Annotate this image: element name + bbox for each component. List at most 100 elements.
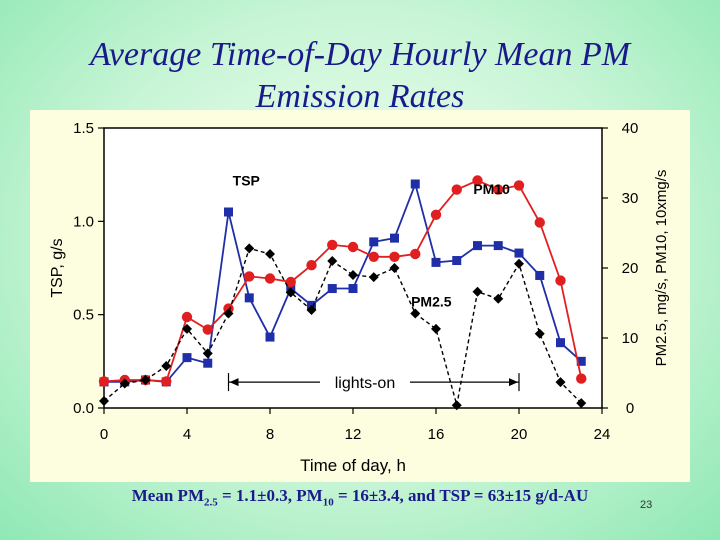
tsp-data-point	[327, 284, 337, 294]
pm25-data-point	[99, 396, 109, 406]
x-tick-label: 16	[428, 426, 445, 443]
footnote-sub-2: 10	[322, 496, 334, 509]
tsp-data-point	[224, 207, 233, 217]
pm25-data-point	[389, 263, 400, 273]
pm25-data-point	[555, 377, 566, 388]
pm25-data-point	[431, 323, 441, 334]
series-label-pm10: PM10	[473, 181, 510, 197]
y-left-tick-label: 1.0	[73, 213, 94, 230]
x-tick-label: 20	[511, 426, 528, 443]
tsp-data-point	[410, 179, 420, 189]
pm10-data-point	[327, 239, 338, 251]
x-tick-label: 8	[266, 426, 274, 443]
pm25-data-point	[223, 308, 234, 319]
tsp-data-point	[535, 270, 545, 280]
x-tick-label: 12	[345, 426, 362, 443]
y-right-tick-label: 20	[622, 260, 639, 277]
pm10-data-point	[98, 376, 110, 387]
pm10-data-point	[285, 276, 296, 288]
footnote-part-3: = 16±3.4, and TSP = 63±15 g/d-AU	[333, 486, 589, 505]
pm25-data-point	[410, 308, 421, 319]
lights-on-arrow-right-head	[509, 378, 518, 387]
pm10-data-point	[389, 251, 400, 262]
tsp-data-point	[348, 284, 358, 294]
x-axis-label: Time of day, h	[300, 456, 406, 475]
pm25-data-point	[327, 256, 338, 266]
x-tick-label: 4	[183, 426, 191, 443]
series-label-pm25: PM2.5	[411, 294, 452, 310]
pm10-data-point	[347, 241, 359, 253]
pm25-data-point	[493, 293, 504, 304]
lights-on-label: lights-on	[335, 375, 395, 392]
slide-title: Average Time-of-Day Hourly Mean PM Emiss…	[40, 34, 680, 118]
footnote-sub-1: 2.5	[204, 496, 218, 509]
pm10-data-point	[161, 376, 172, 387]
series-label-tsp: TSP	[233, 172, 260, 188]
y-right-tick-label: 40	[622, 120, 639, 137]
pm10-data-point	[368, 251, 379, 262]
footnote-part-1: Mean PM	[131, 486, 204, 505]
pm10-data-point	[306, 260, 317, 271]
lights-on-arrow-left-head	[229, 378, 239, 387]
tsp-data-point	[203, 358, 213, 368]
pm10-data-point	[264, 273, 276, 284]
y-right-tick-label: 0	[626, 400, 634, 417]
y-left-axis-label: TSP, g/s	[49, 238, 66, 297]
pm10-data-point	[534, 217, 545, 228]
pm25-data-point	[306, 305, 317, 315]
pm25-data-point	[161, 361, 172, 371]
pm25-series-line	[103, 247, 582, 406]
pm25-data-point	[140, 375, 151, 385]
pm10-data-point	[513, 180, 525, 191]
pm10-data-point	[244, 271, 255, 282]
page-number: 23	[640, 499, 653, 511]
pm10-data-point	[555, 275, 566, 286]
chart-panel: 0 4 8 12 16 20 24 0.0 0.5 1.0 1.5 0 10 20 30 40 Time of …	[30, 110, 690, 482]
tsp-data-point	[390, 233, 399, 243]
pm25-data-point	[202, 348, 213, 359]
tsp-data-point	[493, 241, 503, 251]
summary-footnote: Mean PM2.5 = 1.1±0.3, PM10 = 16±3.4, and…	[60, 486, 660, 508]
pm25-data-point	[514, 258, 524, 269]
pm10-data-point	[181, 311, 193, 323]
pm25-data-point	[451, 400, 462, 411]
title-line-1: Average Time-of-Day Hourly Mean PM	[89, 36, 631, 73]
tsp-data-point	[431, 257, 441, 267]
pm10-data-point	[430, 209, 442, 220]
pm10-data-point	[576, 373, 587, 384]
tsp-data-point	[576, 356, 586, 366]
pm10-data-point	[493, 184, 504, 195]
tsp-data-point	[473, 241, 482, 251]
pm25-data-point	[244, 243, 255, 254]
tsp-data-point	[452, 256, 462, 266]
pm25-data-point	[285, 287, 296, 298]
tsp-data-point	[369, 237, 379, 247]
y-right-tick-label: 30	[622, 190, 639, 207]
y-right-tick-label: 10	[622, 330, 639, 347]
tsp-data-point	[244, 293, 254, 303]
pm25-data-point	[534, 328, 545, 339]
y-left-tick-label: 1.5	[73, 120, 94, 137]
pm10-data-point	[202, 324, 213, 335]
pm25-data-point	[265, 249, 275, 259]
tsp-data-point	[182, 353, 192, 363]
y-left-tick-label: 0.0	[73, 400, 94, 417]
pm25-data-point	[119, 378, 130, 389]
pm10-data-point	[451, 184, 462, 195]
emission-rate-chart: 0 4 8 12 16 20 24 0.0 0.5 1.0 1.5 0 10 20 30 40 Time of …	[49, 120, 670, 475]
tsp-data-point	[556, 338, 565, 348]
pm10-data-point	[472, 175, 483, 186]
tsp-data-point	[265, 332, 275, 342]
pm25-data-point	[348, 270, 358, 280]
pm25-data-point	[472, 286, 483, 297]
title-line-2: Emission Rates	[255, 78, 465, 115]
footnote-part-2: = 1.1±0.3, PM	[217, 486, 323, 505]
y-right-axis-label: PM2.5, mg/s, PM10, 10xmg/s	[653, 170, 670, 367]
pm10-data-point	[410, 248, 421, 260]
pm25-data-point	[368, 272, 379, 283]
x-tick-label: 0	[100, 426, 108, 443]
pm25-data-point	[576, 398, 587, 409]
y-left-tick-label: 0.5	[73, 307, 94, 324]
tsp-data-point	[514, 248, 524, 258]
pm25-data-point	[182, 323, 192, 334]
